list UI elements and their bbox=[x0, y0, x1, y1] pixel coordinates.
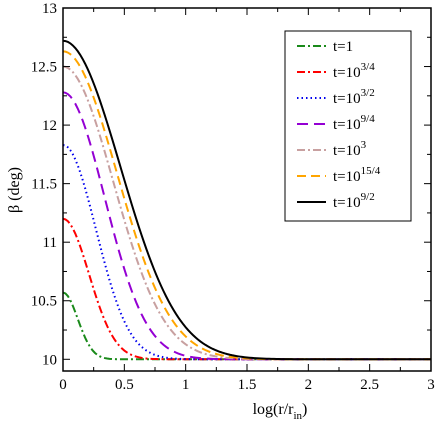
legend-label: t=103/4 bbox=[333, 61, 375, 81]
legend-label: t=103/2 bbox=[333, 87, 375, 107]
legend-label-exponent: 9/2 bbox=[361, 191, 375, 203]
legend: t=1t=103/4t=103/2t=109/4t=103t=1015/4t=1… bbox=[284, 30, 412, 222]
y-tick-label: 11 bbox=[43, 235, 57, 251]
legend-label-exponent: 3/4 bbox=[361, 61, 376, 73]
legend-label: t=109/4 bbox=[333, 113, 375, 133]
y-tick-label: 12.5 bbox=[31, 60, 57, 76]
legend-label-base: t=10 bbox=[333, 65, 361, 81]
legend-label-base: t=10 bbox=[333, 117, 361, 133]
y-tick-label: 10 bbox=[42, 352, 57, 368]
x-tick-label: 0.5 bbox=[115, 377, 134, 393]
legend-label-exponent: 9/4 bbox=[361, 113, 376, 125]
legend-box bbox=[284, 30, 412, 222]
x-axis-title: log(r/rin) bbox=[253, 401, 308, 422]
legend-label: t=1015/4 bbox=[333, 165, 381, 185]
legend-label: t=1 bbox=[333, 39, 353, 55]
legend-label-base: t=1 bbox=[333, 39, 353, 55]
y-axis-title: β (deg) bbox=[6, 167, 23, 213]
x-tick-label: 2 bbox=[305, 377, 313, 393]
legend-label-exponent: 3 bbox=[361, 139, 367, 151]
series-line bbox=[62, 39, 431, 361]
x-axis-title-sub: in bbox=[293, 410, 302, 422]
legend-label-base: t=10 bbox=[333, 143, 361, 159]
legend-label-exponent: 3/2 bbox=[361, 87, 375, 99]
axis-ticks bbox=[62, 7, 432, 371]
x-tick-label: 3 bbox=[427, 377, 435, 393]
legend-label: t=109/2 bbox=[333, 191, 375, 211]
legend-label: t=103 bbox=[333, 139, 367, 159]
y-tick-labels: 10 10.5 11 11.5 12 12.5 13 bbox=[31, 1, 57, 368]
legend-label-exponent: 15/4 bbox=[361, 165, 381, 177]
x-tick-label: 1.5 bbox=[238, 377, 257, 393]
y-tick-label: 10.5 bbox=[31, 294, 57, 310]
y-tick-label: 11.5 bbox=[31, 177, 57, 193]
x-axis-title-main: log(r/r bbox=[253, 401, 295, 418]
x-tick-label: 2.5 bbox=[360, 377, 379, 393]
y-tick-label: 12 bbox=[42, 118, 57, 134]
series-line bbox=[62, 217, 431, 361]
legend-label-base: t=10 bbox=[333, 195, 361, 211]
x-tick-labels: 0 0.5 1 1.5 2 2.5 3 bbox=[59, 377, 435, 393]
legend-label-base: t=10 bbox=[333, 91, 361, 107]
x-tick-label: 1 bbox=[182, 377, 190, 393]
y-tick-label: 13 bbox=[42, 1, 57, 17]
legend-label-base: t=10 bbox=[333, 169, 361, 185]
series-line bbox=[62, 291, 431, 361]
series-lines bbox=[62, 39, 431, 361]
x-tick-label: 0 bbox=[59, 377, 67, 393]
x-axis-title-close: ) bbox=[302, 401, 307, 418]
